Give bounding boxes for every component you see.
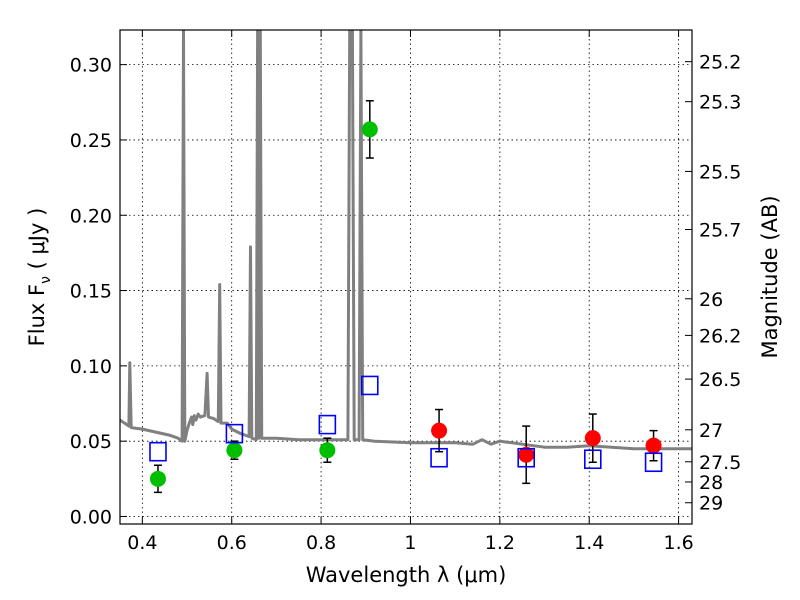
ticks: 0.4 0.6 0.8 1 1.2 1.4 1.6 0.00 0.05 0.10 0.15 0.20 0… — [70, 30, 741, 554]
model-point-square — [361, 375, 379, 396]
x-tick-label: 1.2 — [485, 532, 515, 554]
y-tick-label: 0.05 — [70, 431, 112, 453]
model-point-square — [318, 414, 337, 435]
x-tick-label: 0.8 — [306, 532, 336, 554]
y2-tick-label: 26 — [699, 289, 723, 311]
data-point-circle — [319, 442, 336, 459]
y-axis-title-subscript: ν — [38, 276, 54, 284]
grid — [120, 30, 692, 524]
model-point-square — [149, 441, 167, 462]
data-point-circle — [149, 470, 166, 487]
y-axis-title-main: Flux F — [25, 284, 49, 346]
x-axis-title: Wavelength λ (μm) — [306, 563, 507, 587]
y-axis-title: Flux Fν ( μJy ) — [25, 208, 54, 347]
y2-tick-label: 25.7 — [699, 219, 741, 241]
data-layer — [120, 30, 692, 494]
x-tick-label: 0.6 — [217, 532, 247, 554]
data-point-circle — [584, 430, 601, 447]
data-point-circle — [361, 121, 378, 138]
x-tick-label: 0.4 — [127, 532, 157, 554]
y2-tick-label: 26.5 — [699, 369, 741, 391]
y2-axis-title: Magnitude (AB) — [758, 195, 782, 358]
y2-tick-label: 29 — [699, 493, 723, 515]
model-point-square — [430, 447, 448, 468]
y2-tick-label: 25.5 — [699, 161, 741, 183]
model-point-square — [517, 447, 536, 468]
y2-tick-label: 25.3 — [699, 92, 741, 114]
data-point-circle — [518, 446, 535, 463]
model-point-square — [225, 423, 244, 444]
y-tick-label: 0.20 — [70, 205, 112, 227]
y2-tick-label: 28 — [699, 472, 723, 494]
spectrum-line — [120, 30, 692, 451]
x-tick-label: 1 — [404, 532, 416, 554]
data-point-circle — [645, 437, 662, 454]
y2-tick-label: 26.2 — [699, 325, 741, 347]
model-point-square — [583, 449, 602, 470]
x-tick-label: 1.4 — [574, 532, 604, 554]
y-tick-label: 0.25 — [70, 130, 112, 152]
y2-tick-label: 27 — [699, 420, 723, 442]
data-point-circle — [431, 422, 448, 439]
plot-background — [120, 30, 692, 524]
y-tick-label: 0.10 — [70, 356, 112, 378]
y-tick-label: 0.00 — [70, 506, 112, 528]
x-tick-label: 1.6 — [663, 532, 693, 554]
data-point-circle — [226, 442, 243, 459]
y2-tick-label: 25.2 — [699, 52, 741, 74]
y-tick-label: 0.15 — [70, 281, 112, 303]
plot-frame — [119, 29, 693, 525]
y-tick-label: 0.30 — [70, 55, 112, 77]
model-point-square — [644, 452, 663, 473]
y2-tick-label: 27.5 — [699, 452, 741, 474]
y-axis-title-unit: ( μJy ) — [25, 208, 49, 276]
